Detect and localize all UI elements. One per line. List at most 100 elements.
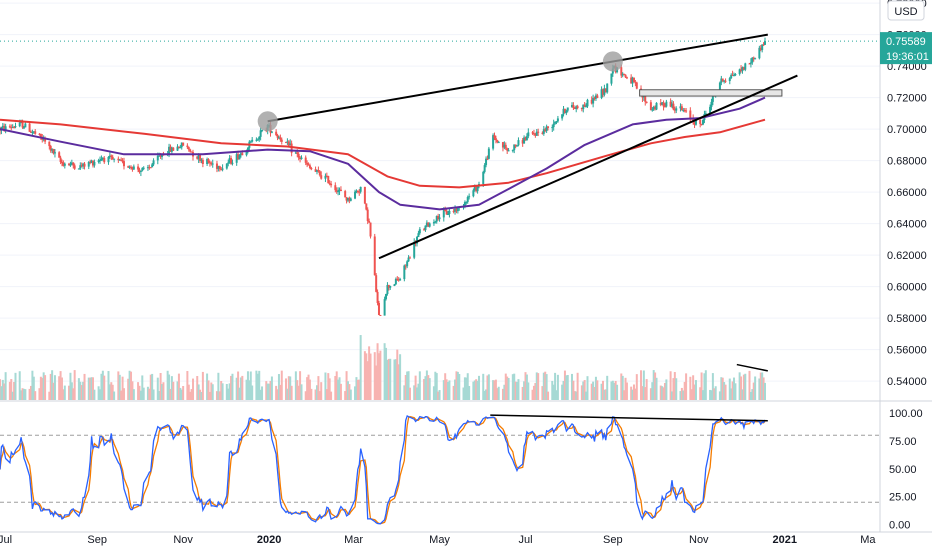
- volume-bar: [141, 375, 144, 400]
- volume-bar: [111, 384, 114, 400]
- candle-body: [761, 44, 764, 50]
- candle-body: [661, 102, 664, 105]
- volume-bar: [60, 377, 63, 400]
- volume-bar: [108, 384, 111, 400]
- candle-body: [494, 138, 497, 141]
- volume-bar: [132, 389, 135, 400]
- candle-body: [551, 127, 554, 129]
- candle-body: [77, 168, 80, 170]
- volume-bar: [100, 373, 103, 400]
- candle-body: [51, 148, 54, 151]
- volume-bar: [445, 379, 448, 400]
- candle-body: [70, 162, 73, 165]
- volume-bar: [261, 386, 264, 400]
- candle-body: [110, 155, 113, 157]
- candle-body: [742, 67, 745, 70]
- volume-bar: [103, 375, 106, 400]
- volume-bar: [348, 384, 351, 400]
- volume-bar: [448, 380, 451, 400]
- volume-bar: [675, 378, 678, 400]
- trendline[interactable]: [267, 33, 768, 123]
- candle-body: [120, 159, 123, 161]
- candle-body: [397, 279, 400, 281]
- candle-body: [63, 163, 66, 166]
- candle-body: [642, 96, 645, 98]
- volume-bar: [730, 388, 733, 400]
- candle-body: [507, 150, 510, 152]
- candle-body: [428, 223, 431, 227]
- candle-body: [310, 168, 313, 170]
- candle-body: [545, 126, 548, 131]
- candle-body: [131, 167, 134, 170]
- volume-bar: [554, 372, 557, 400]
- volume-bar: [11, 391, 14, 400]
- volume-trendline[interactable]: [736, 363, 768, 372]
- volume-bar: [710, 390, 713, 400]
- volume-bar: [180, 389, 183, 400]
- volume-bar: [759, 372, 762, 400]
- candle-body: [635, 82, 638, 89]
- candle-body: [290, 143, 293, 153]
- candle-body: [625, 77, 628, 79]
- volume-bar: [369, 353, 372, 400]
- candle-body: [552, 123, 555, 128]
- volume-bar: [541, 386, 544, 400]
- volume-bar: [585, 391, 588, 400]
- volume-bar: [166, 370, 169, 400]
- volume-bar: [749, 391, 752, 400]
- volume-bar: [521, 386, 524, 400]
- candle-body: [483, 165, 486, 172]
- candle-body: [142, 167, 145, 169]
- drawings: [0, 33, 880, 372]
- volume-bar: [547, 391, 550, 400]
- marker-circle[interactable]: [257, 111, 278, 132]
- volume-bar: [373, 352, 376, 400]
- candle-body: [492, 135, 495, 149]
- volume-bar: [97, 386, 100, 400]
- x-tick-label: Jul: [518, 534, 532, 546]
- volume-bar: [83, 373, 86, 400]
- y-tick-label: 0.62000: [887, 250, 927, 262]
- volume-bar: [463, 377, 466, 400]
- candle-body: [330, 183, 333, 186]
- candle-body: [683, 110, 686, 112]
- candle-body: [3, 125, 6, 131]
- volume-bar: [39, 376, 42, 400]
- last-price-badge: [880, 32, 932, 65]
- volume-bar: [679, 391, 682, 400]
- candle-body: [199, 154, 202, 161]
- candle-body: [740, 69, 743, 72]
- volume-bar: [246, 371, 249, 400]
- candle-body: [389, 285, 392, 288]
- volume-bar: [0, 386, 3, 400]
- volume-bar: [346, 381, 349, 400]
- candle-body: [177, 146, 180, 149]
- candle-body: [279, 137, 282, 140]
- candle-body: [675, 108, 678, 111]
- candle-body: [456, 207, 459, 212]
- candle-body: [138, 169, 141, 172]
- volume-bar: [217, 372, 220, 400]
- volume-bar: [744, 373, 747, 400]
- volume-bar: [32, 376, 35, 400]
- volume-bar: [289, 376, 292, 400]
- volume-bar: [614, 380, 617, 400]
- volume-bar: [685, 373, 688, 400]
- marker-circle[interactable]: [602, 51, 623, 72]
- currency-badge[interactable]: [887, 0, 925, 21]
- volume-bar: [338, 377, 341, 400]
- osc-trendline[interactable]: [490, 414, 768, 422]
- volume-bar: [690, 389, 693, 400]
- resistance-zone[interactable]: [639, 89, 783, 97]
- candle-body: [724, 80, 727, 82]
- volume-bar: [723, 382, 726, 400]
- volume-bar: [158, 391, 161, 400]
- volume-bar: [455, 371, 458, 400]
- candle-body: [652, 106, 655, 110]
- candle-body: [186, 145, 189, 148]
- candle-body: [496, 140, 499, 143]
- candle-body: [644, 96, 647, 102]
- candle-body: [621, 73, 624, 76]
- trendline[interactable]: [378, 74, 798, 260]
